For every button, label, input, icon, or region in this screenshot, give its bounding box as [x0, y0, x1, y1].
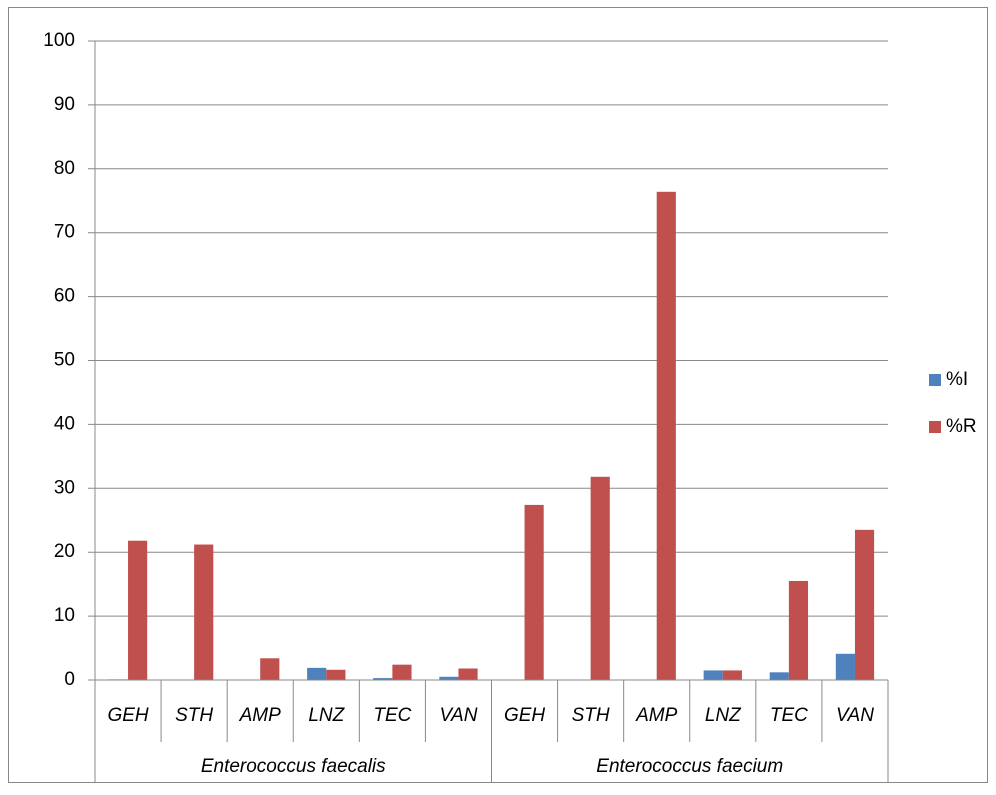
x-tick-label: AMP	[239, 705, 282, 726]
bar	[524, 504, 544, 680]
bar	[260, 658, 280, 680]
legend-swatch	[929, 421, 941, 433]
bar	[656, 191, 676, 680]
bar	[854, 529, 875, 680]
y-tick-label: 70	[54, 222, 75, 243]
bar	[769, 672, 789, 680]
legend-swatch	[929, 374, 941, 386]
group-label: Enterococcus faecalis	[201, 756, 386, 777]
x-tick-label: VAN	[836, 705, 874, 726]
bar	[326, 669, 346, 680]
x-tick-label: AMP	[635, 705, 678, 726]
y-tick-label: 40	[54, 413, 75, 434]
bar	[590, 476, 610, 680]
group-label: Enterococcus faecium	[596, 756, 783, 777]
bar	[392, 664, 412, 680]
bar	[458, 668, 478, 680]
x-tick-label: STH	[175, 705, 213, 726]
x-tick-label: LNZ	[308, 705, 345, 726]
bar	[722, 670, 742, 680]
y-tick-label: 60	[54, 286, 75, 307]
y-tick-label: 90	[54, 94, 75, 115]
legend-label: %I	[946, 369, 968, 390]
bar	[128, 540, 148, 680]
x-tick-label: VAN	[439, 705, 477, 726]
x-tick-label: GEH	[504, 705, 545, 726]
y-tick-label: 20	[54, 541, 75, 562]
chart-frame	[8, 7, 988, 783]
y-tick-label: 0	[64, 669, 75, 690]
y-tick-label: 10	[54, 605, 75, 626]
bar	[194, 544, 214, 680]
y-tick-label: 80	[54, 158, 75, 179]
y-tick-label: 30	[54, 477, 75, 498]
x-tick-label: TEC	[373, 705, 411, 726]
x-tick-label: STH	[572, 705, 610, 726]
legend-label: %R	[946, 416, 977, 437]
bar	[835, 653, 855, 680]
x-tick-label: LNZ	[705, 705, 742, 726]
bar	[373, 678, 393, 680]
bar	[703, 670, 723, 680]
bar	[788, 580, 809, 680]
x-tick-label: GEH	[107, 705, 148, 726]
x-tick-label: TEC	[770, 705, 808, 726]
y-tick-label: 50	[54, 350, 75, 371]
bar	[307, 667, 327, 680]
y-tick-label: 100	[43, 30, 75, 51]
bar	[439, 676, 459, 680]
